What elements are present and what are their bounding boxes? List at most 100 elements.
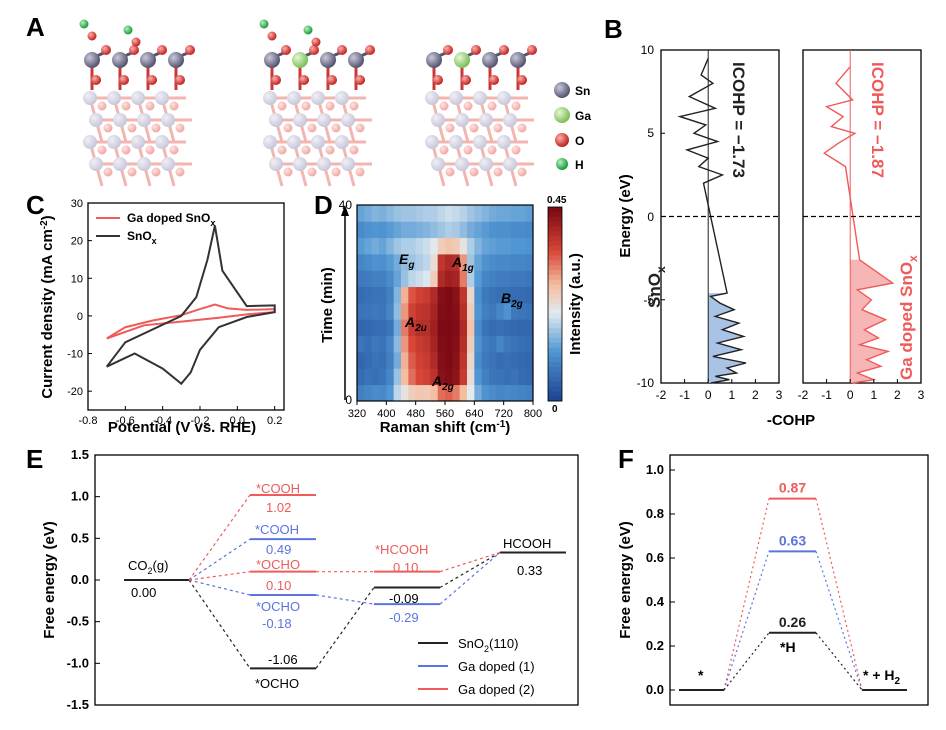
ga-legend-label: Ga: [575, 109, 591, 123]
heatmap-cell: [503, 319, 512, 337]
colorbar-segment: [548, 362, 562, 368]
heatmap-cell: [503, 368, 512, 386]
heatmap-cell: [386, 368, 395, 386]
legend-sno2-sub: 2: [484, 644, 489, 654]
colorbar-segment: [548, 386, 562, 392]
cohp-series-line: [822, 66, 895, 384]
co2rr-panel: 1.5 1.0 0.5 0.0 -0.5 -1.0 -1.5 Free energy (eV…: [41, 447, 579, 712]
heatmap-cell: [496, 335, 505, 353]
adsorbed-h-atom: [259, 19, 269, 29]
heatmap-cell: [423, 270, 431, 288]
heatmap-cell: [379, 352, 387, 369]
ga2-cooh-label: *COOH: [256, 481, 300, 496]
cv-curve-snox: [105, 225, 276, 386]
heatmap-cell: [474, 352, 483, 369]
heatmap-cell: [393, 254, 402, 271]
co2rr-connector: [188, 494, 251, 581]
bulk-sn-atom: [293, 113, 307, 127]
cohp-xtick: 0: [705, 388, 712, 402]
co2rr-state-labels: CO2(g) 0.00 HCOOH 0.33 -1.06 *OCHO -0.09…: [128, 481, 551, 691]
heatmap-cell: [445, 368, 453, 386]
bulk-o-atom: [493, 123, 503, 133]
heatmap-cell: [357, 205, 365, 222]
snox-ocho-label: *OCHO: [255, 676, 299, 691]
band-label-a2g: A2g: [431, 373, 454, 393]
colorbar-segment: [548, 299, 562, 305]
surface-o-atom: [129, 45, 139, 55]
heatmap-cell: [437, 254, 446, 271]
heatmap-cell: [503, 254, 512, 271]
heatmap-cell: [437, 319, 446, 337]
her-ytick: 0.2: [646, 638, 664, 653]
surface-o-atom: [119, 75, 129, 85]
heatmap-cell: [467, 221, 475, 239]
heatmap-cell: [445, 384, 453, 402]
raman-xtick: 560: [436, 408, 454, 420]
heatmap-cell: [496, 286, 505, 304]
heatmap-cell: [415, 205, 424, 222]
band-eg-sub: g: [407, 260, 414, 271]
bulk-o-atom: [493, 167, 503, 177]
bulk-o-atom: [175, 123, 185, 133]
surface-o-atom: [271, 75, 281, 85]
bulk-o-atom: [487, 101, 497, 111]
heatmap-cell: [445, 205, 453, 222]
raman-ylabel: Time (min): [319, 267, 336, 343]
heatmap-cell: [371, 303, 380, 320]
heatmap-cell: [445, 270, 453, 288]
heatmap-cell: [415, 237, 424, 255]
cohp-series-line: [677, 58, 747, 384]
bulk-o-atom: [355, 123, 365, 133]
adsorbed-h-atom: [123, 25, 133, 35]
heatmap-cell: [386, 254, 395, 271]
heatmap-cell: [452, 352, 461, 369]
bulk-sn-atom: [113, 157, 127, 171]
her-value-label: 0.87: [779, 480, 806, 496]
heatmap-cell: [371, 237, 380, 255]
time-arrow-head: [341, 205, 349, 216]
heatmap-cell: [467, 303, 475, 320]
heatmap-cell: [430, 254, 439, 271]
bulk-sn-atom: [455, 157, 469, 171]
heatmap-cell: [511, 221, 519, 239]
surface-o-atom: [327, 75, 337, 85]
bulk-o-atom: [151, 167, 161, 177]
her-plot-marks: 1.0 0.8 0.6 0.4 0.2 0.0 0.87 0.63 0.26: [646, 462, 907, 697]
legend-label-sno2: SnO2(110): [458, 636, 518, 654]
heatmap-cell: [481, 352, 490, 369]
colorbar-segment: [548, 342, 562, 349]
heatmap-cell: [474, 286, 483, 304]
bulk-o-atom: [511, 101, 521, 111]
cohp-ytick: -5: [643, 293, 654, 307]
heatmap-cell: [452, 237, 461, 255]
raman-xtick: 720: [494, 408, 512, 420]
surface-sn-atom: [320, 52, 336, 68]
heatmap-cell: [496, 319, 505, 337]
heatmap-cell: [393, 368, 402, 386]
heatmap-cell: [364, 270, 373, 288]
crystal-structure: [259, 19, 375, 187]
series-label-snox-text: SnO: [645, 273, 664, 308]
atom-legend: Sn Ga O H: [554, 82, 591, 172]
bulk-o-atom: [277, 145, 287, 155]
colorbar-max-label: 0.45: [547, 195, 567, 206]
heatmap-cell: [408, 221, 417, 239]
adsorbed-o-atom: [87, 31, 97, 41]
cv-ytick: 30: [71, 198, 83, 210]
co2rr-ytick: -1.5: [67, 697, 89, 712]
co2rr-ytick: 0.0: [71, 572, 89, 587]
heatmap-cell: [511, 368, 519, 386]
panel-label-a: A: [26, 12, 45, 42]
surface-o-atom: [309, 45, 319, 55]
heatmap-cell: [474, 319, 483, 337]
heatmap-cell: [452, 335, 461, 353]
bulk-o-atom: [103, 123, 113, 133]
heatmap-cell: [364, 303, 373, 320]
heatmap-cell: [481, 221, 490, 239]
heatmap-cell: [503, 270, 512, 288]
co2rr-connector: [188, 579, 251, 596]
bulk-sn-atom: [269, 113, 283, 127]
colorbar-segment: [548, 274, 562, 281]
heatmap-cell: [393, 237, 402, 255]
colorbar-segment: [548, 216, 562, 223]
